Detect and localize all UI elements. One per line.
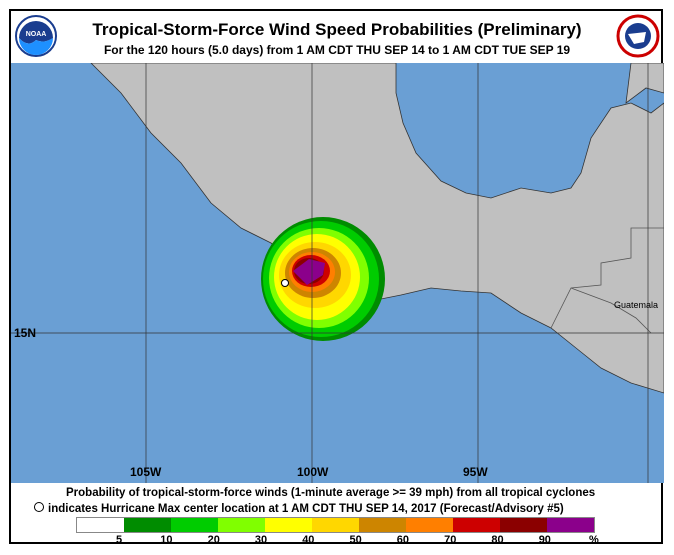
noaa-logo: NOAA: [15, 15, 57, 57]
legend-tick: 10: [160, 534, 173, 546]
legend-swatch: [547, 518, 594, 532]
lon-label-105w: 105W: [130, 465, 162, 479]
legend-swatch: [312, 518, 359, 532]
legend-tick: 60: [396, 534, 410, 546]
legend-tick: %: [589, 534, 599, 546]
legend-tick: 50: [349, 534, 362, 546]
legend-tick: 5: [116, 534, 123, 546]
svg-text:NOAA: NOAA: [26, 31, 47, 38]
legend-swatch: [171, 518, 218, 532]
probability-contours: [261, 217, 385, 341]
country-label: Guatemala: [614, 300, 659, 310]
nws-logo: [616, 14, 660, 58]
legend-swatch: [265, 518, 312, 532]
legend-tick: 80: [491, 534, 504, 546]
legend-swatch: [359, 518, 406, 532]
caption-line1: Probability of tropical-storm-force wind…: [66, 487, 596, 499]
lon-label-95w: 95W: [463, 465, 488, 479]
legend-swatch: [500, 518, 547, 532]
lon-label-100w: 100W: [297, 465, 329, 479]
color-legend: [76, 517, 595, 533]
legend-tick: 40: [302, 534, 315, 546]
legend-tick: 20: [207, 534, 220, 546]
page-subtitle: For the 120 hours (5.0 days) from 1 AM C…: [103, 43, 571, 57]
legend-swatch: [453, 518, 500, 532]
legend-tick: 30: [254, 534, 268, 546]
legend-swatch: [218, 518, 265, 532]
grid-lines: [11, 63, 664, 483]
land-east: [625, 63, 664, 104]
caption-line2: indicates Hurricane Max center location …: [34, 502, 564, 515]
page-title: Tropical-Storm-Force Wind Speed Probabil…: [92, 20, 582, 39]
legend-tick: 70: [444, 534, 457, 546]
borders: [550, 227, 664, 334]
legend-tick: 90: [538, 534, 551, 546]
lat-label-15n: 15N: [14, 326, 37, 340]
legend-swatch: [406, 518, 453, 532]
legend-swatch: [124, 518, 171, 532]
circle-marker-icon: [34, 502, 44, 512]
legend-swatch: [77, 518, 124, 532]
map: [11, 63, 664, 483]
storm-center-marker: [281, 279, 289, 287]
